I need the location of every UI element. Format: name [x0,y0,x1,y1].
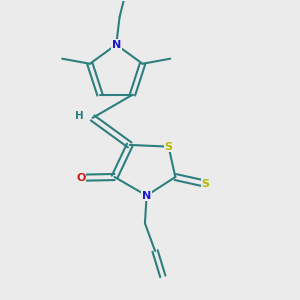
Text: N: N [142,190,151,201]
Text: S: S [202,179,210,189]
Text: S: S [165,142,172,152]
Text: O: O [76,173,86,183]
Text: N: N [112,40,121,50]
Text: H: H [75,111,83,121]
